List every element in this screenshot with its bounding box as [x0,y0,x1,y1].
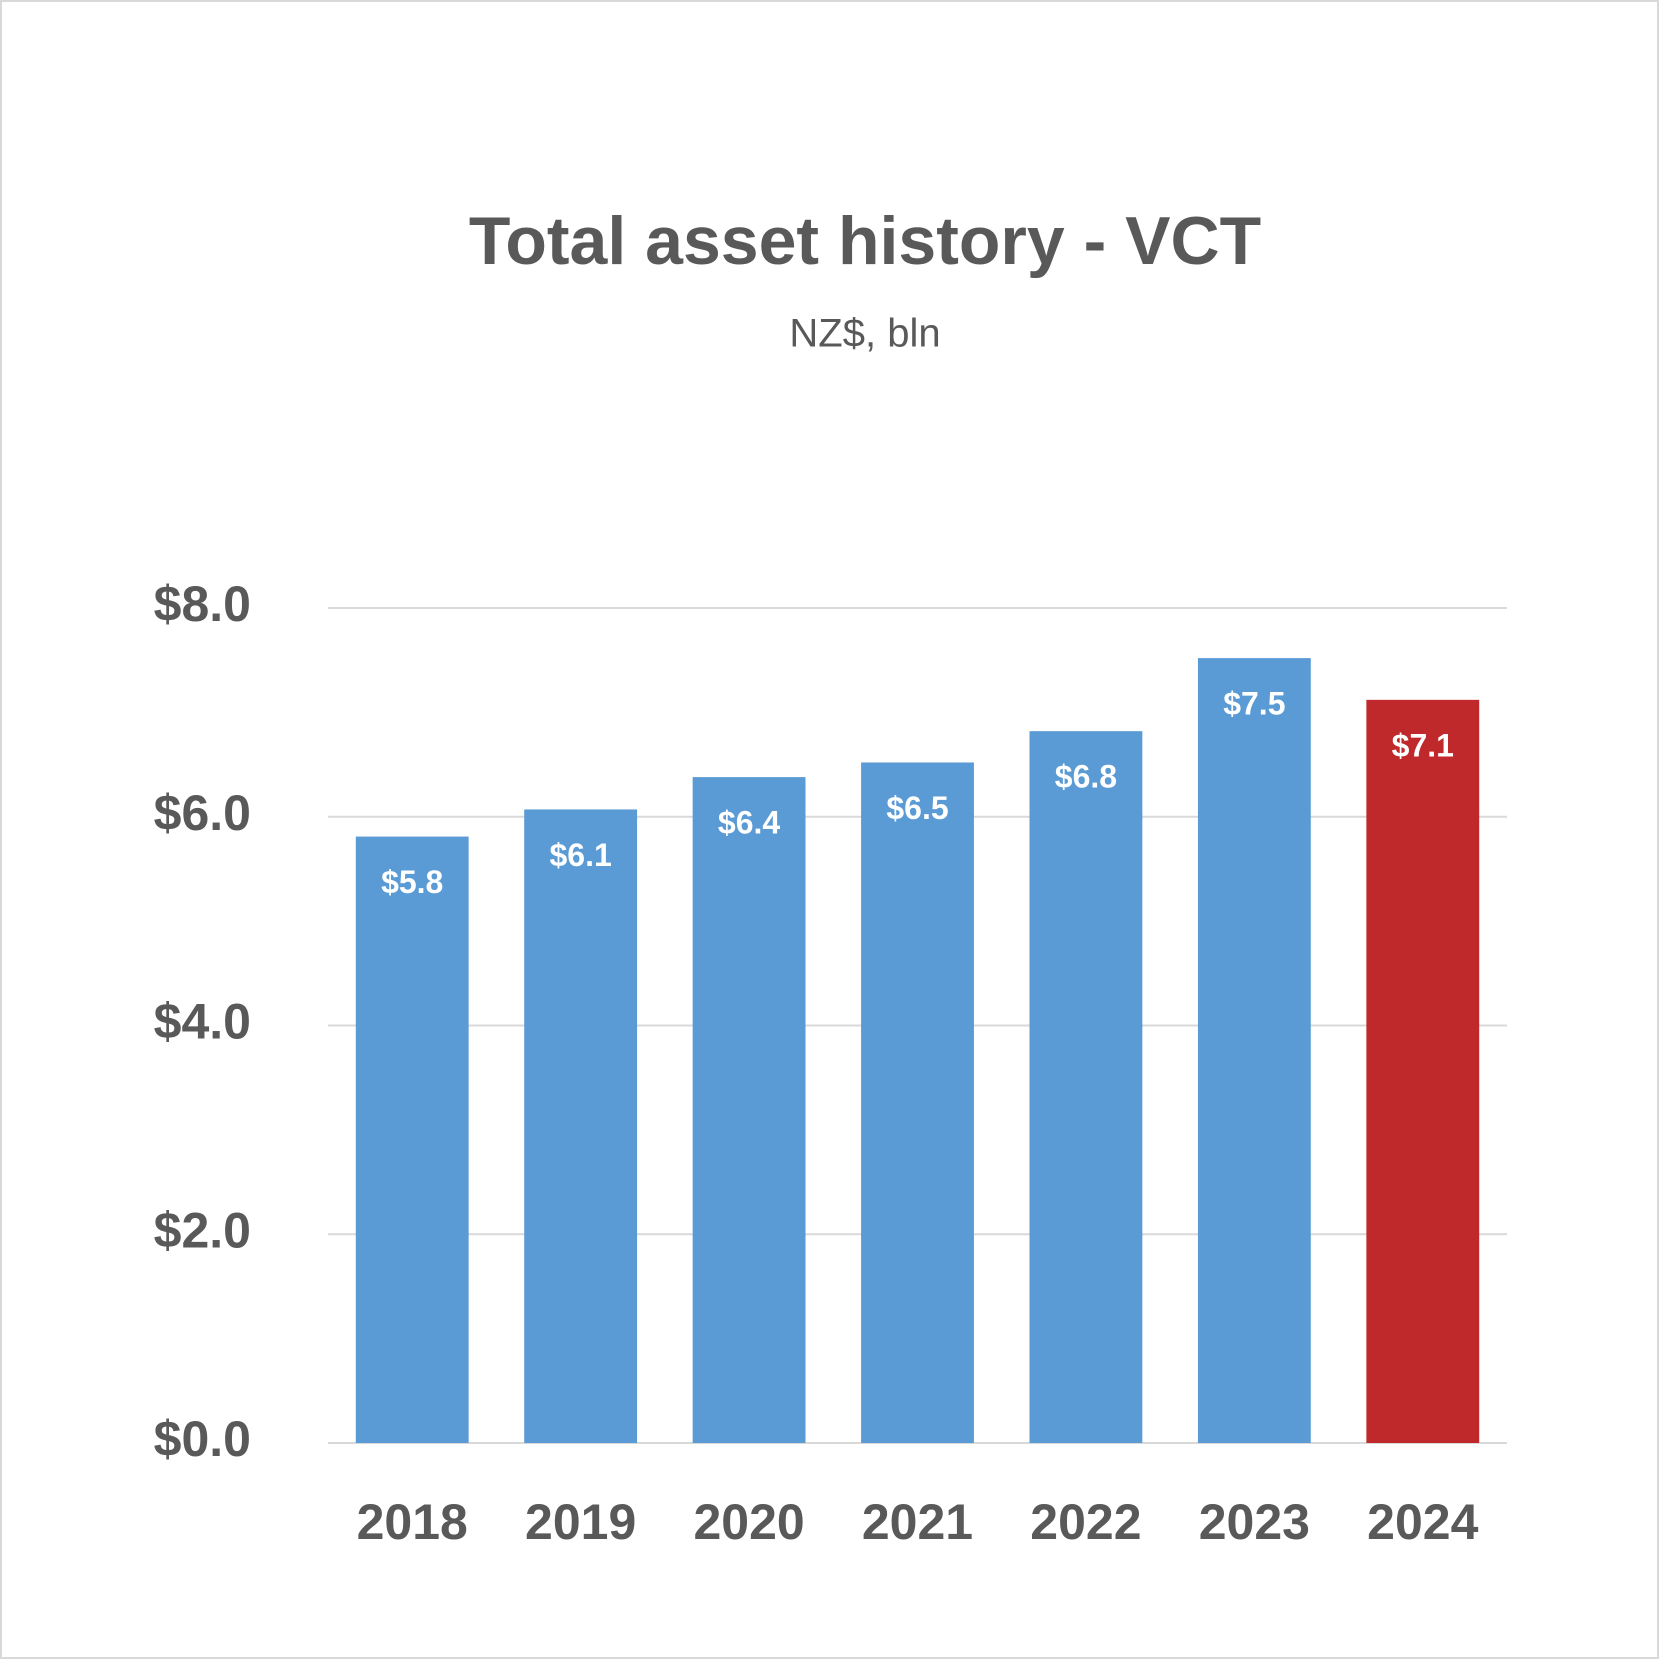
x-tick-label: 2020 [693,1494,804,1550]
x-tick-label: 2022 [1030,1494,1141,1550]
x-tick-label: 2018 [357,1494,468,1550]
x-tick-label: 2024 [1367,1494,1478,1550]
y-tick-label: $8.0 [154,576,251,632]
value-label: $7.1 [1392,727,1454,763]
x-tick-label: 2019 [525,1494,636,1550]
bar [861,762,974,1443]
bar [692,777,806,1443]
chart-title: Total asset history - VCT [469,203,1261,279]
bar [1029,731,1143,1443]
y-tick-label: $4.0 [154,994,251,1050]
y-tick-label: $0.0 [154,1411,251,1467]
y-tick-label: $6.0 [154,785,251,841]
value-label: $6.8 [1055,759,1117,795]
bar [1366,699,1480,1443]
bar [524,809,638,1443]
value-label: $6.1 [550,837,612,873]
x-tick-label: 2023 [1199,1494,1310,1550]
value-label: $6.5 [886,790,948,826]
value-label: $7.5 [1223,686,1285,722]
bar [355,836,469,1443]
value-label: $5.8 [381,864,443,900]
value-label: $6.4 [718,805,780,841]
bar [1197,658,1311,1443]
y-tick-label: $2.0 [154,1202,251,1258]
x-tick-label: 2021 [862,1494,973,1550]
chart-subtitle: NZ$, bln [789,312,940,356]
